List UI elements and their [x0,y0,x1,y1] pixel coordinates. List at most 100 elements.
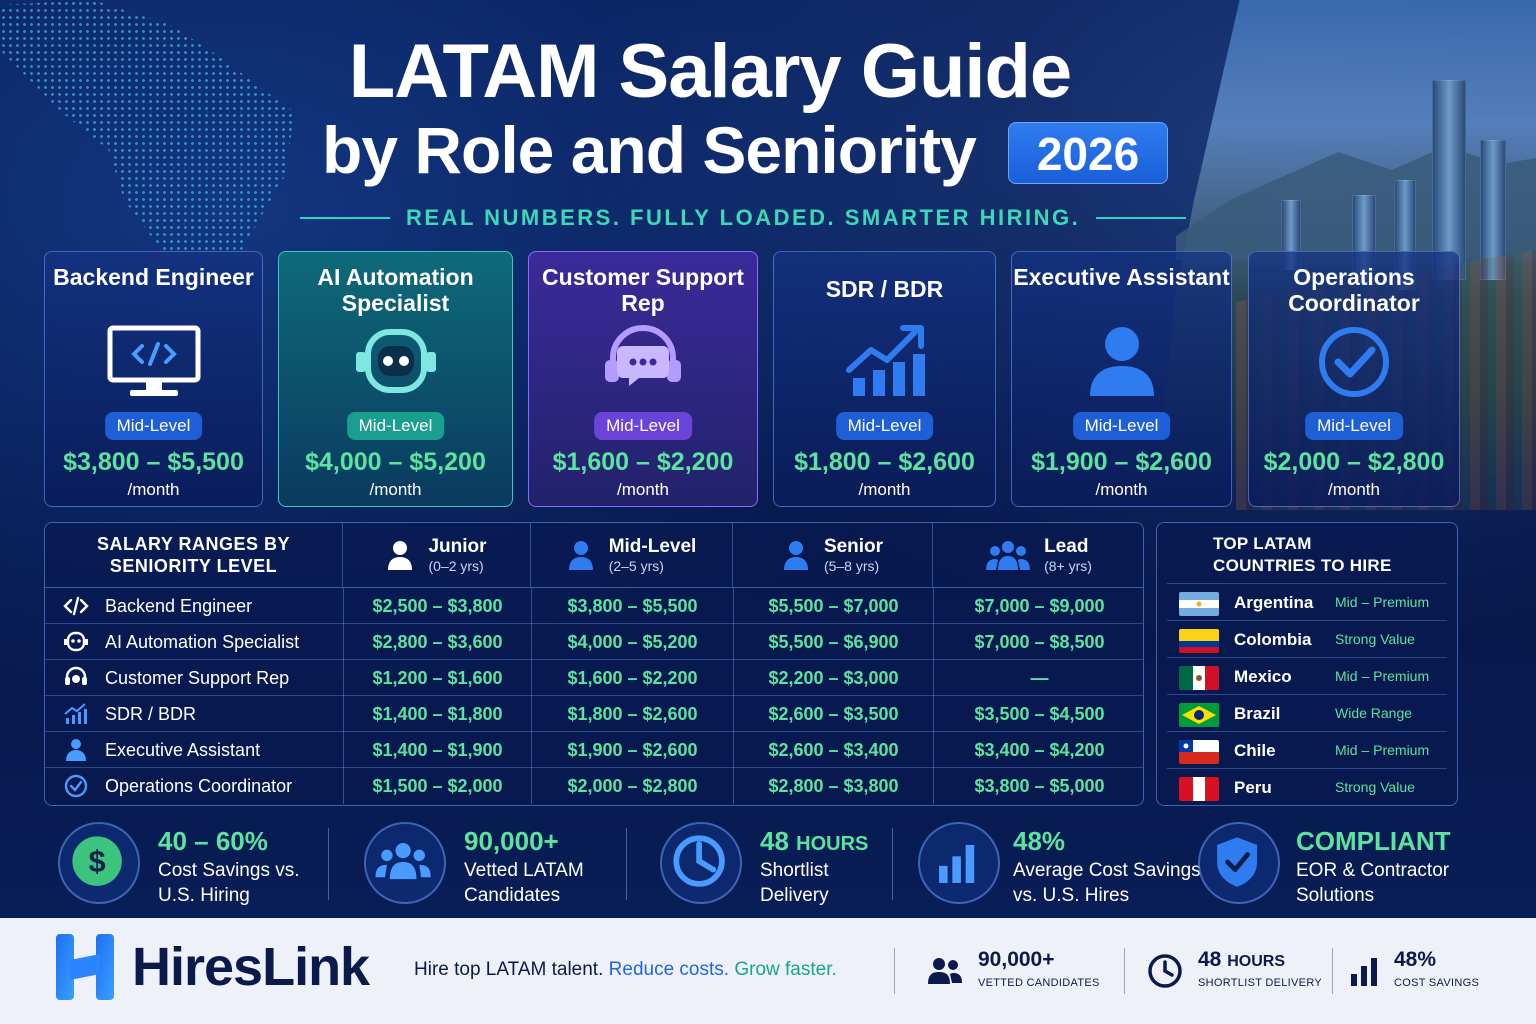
table-row: Executive Assistant $1,400 – $1,900 $1,9… [45,732,1143,768]
salary-cell: — [933,660,1143,696]
salary-cell: $1,600 – $2,200 [531,660,733,696]
level-pill: Mid-Level [1305,412,1403,440]
growth-chart-icon [845,325,925,396]
stat-icon-circle [918,822,1000,904]
row-role: Operations Coordinator [105,776,293,796]
salary-cell: $4,000 – $5,200 [531,624,733,660]
salary-table: SALARY RANGES BY SENIORITY LEVEL Junior(… [44,522,1144,806]
footer-stat-label: SHORTLIST DELIVERY [1198,977,1322,989]
salary-cell: $2,000 – $2,800 [531,768,733,804]
code-icon [63,596,89,616]
footer-stat-value: 48% [1394,948,1437,971]
column-header-mid-level: Mid-Level (2–5 yrs) [531,523,733,587]
colombia-flag-icon [1179,629,1219,653]
salary-cell: $3,500 – $4,500 [933,696,1143,732]
salary-cell: $1,500 – $2,000 [343,768,531,804]
divider [300,217,390,219]
mexico-flag-icon [1179,666,1219,690]
person-icon [388,541,413,570]
stat-value: 90,000+ [464,826,559,856]
table-row: Customer Support Rep $1,200 – $1,600 $1,… [45,660,1143,696]
people-icon [375,843,431,880]
page-title: LATAM Salary Guide [348,29,1072,114]
stat-candidates: 90,000+ Vetted LATAM Candidates [364,820,614,916]
people-icon [928,958,962,984]
salary-cell: $2,600 – $3,500 [733,696,933,732]
level-pill: Mid-Level [1072,412,1171,440]
level-pill: Mid-Level [104,412,203,440]
role-title: Operations Coordinator [1288,264,1420,316]
page-subtitle: by Role and Seniority [322,113,977,187]
robot-icon [355,329,436,393]
table-row: AI Automation Specialist $2,800 – $3,600… [45,624,1143,660]
level-pill: Mid-Level [346,412,445,440]
stat-shortlist: 48 HOURS Shortlist Delivery [660,820,880,916]
salary-cell: $1,400 – $1,900 [343,732,531,768]
stat-icon-circle [660,822,742,904]
divider [1124,948,1125,994]
tagline-row: REAL NUMBERS. FULLY LOADED. SMARTER HIRI… [300,204,1187,232]
role-card-ai-automation-specialist[interactable]: AI Automation Specialist Mid-Level $4,00… [278,251,513,507]
country-row-colombia: Colombia Strong Value [1167,620,1447,657]
country-row-mexico: Mexico Mid – Premium [1167,657,1447,694]
team-icon [986,541,1031,570]
column-header-junior: Junior (0–2 yrs) [343,523,531,587]
check-circle-icon [64,774,88,798]
role-card-backend-engineer[interactable]: Backend Engineer Mid-Level $3,800 – $5,5… [44,251,263,507]
peru-flag-icon [1179,777,1219,801]
stat-label: Vetted LATAM Candidates [464,860,584,906]
headset-icon [65,666,87,685]
row-role: Executive Assistant [105,740,261,760]
salary-cell: $3,800 – $5,000 [933,768,1143,804]
salary-range: $1,900 – $2,600 [1031,448,1212,476]
person-icon [568,541,593,570]
argentina-flag-icon [1179,592,1219,616]
footer-stat-label: VETTED CANDIDATES [978,977,1100,989]
robot-icon [64,631,88,652]
per-month-label: /month [1095,480,1148,499]
stat-value: 40 – 60% [158,826,268,856]
table-row: Operations Coordinator $1,500 – $2,000 $… [45,768,1143,804]
slogan: Hire top LATAM talent. Reduce costs. Gro… [414,959,837,980]
row-role: AI Automation Specialist [105,632,300,652]
country-name: Brazil [1234,704,1281,723]
clock-icon [673,835,725,887]
shield-check-icon [1217,837,1258,887]
divider [626,828,627,900]
headset-icon [605,325,681,386]
country-name: Argentina [1234,593,1314,612]
role-card-executive-assistant[interactable]: Executive Assistant Mid-Level $1,900 – $… [1011,251,1232,507]
stat-label: Average Cost Savings vs. U.S. Hires [1013,860,1201,906]
salary-cell: $1,200 – $1,600 [343,660,531,696]
country-name: Peru [1234,778,1272,797]
per-month-label: /month [617,480,669,499]
divider [328,828,329,900]
country-value: Mid – Premium [1335,594,1430,610]
role-card-sdr-bdr[interactable]: SDR / BDR Mid-Level $1,800 – $2,600 /mon… [773,251,996,507]
role-card-operations-coordinator[interactable]: Operations Coordinator Mid-Level $2,000 … [1248,251,1460,507]
row-role: Backend Engineer [105,596,253,616]
country-row-argentina: Argentina Mid – Premium [1167,583,1447,620]
table-row: Backend Engineer $2,500 – $3,800 $3,800 … [45,588,1143,624]
role-card-customer-support-rep[interactable]: Customer Support Rep Mid-Level $1,600 – … [528,251,758,507]
salary-cell: $2,800 – $3,600 [343,624,531,660]
growth-chart-icon [64,703,87,724]
per-month-label: /month [1328,480,1380,499]
skyscraper [1432,80,1466,280]
stat-icon-circle [364,822,446,904]
clock-icon [1148,954,1182,988]
stat-label: EOR & Contractor Solutions [1296,860,1450,906]
row-role: SDR / BDR [105,704,197,724]
salary-cell: $7,000 – $8,500 [933,624,1143,660]
role-title: Backend Engineer [53,264,254,290]
stat-cost-savings: $ 40 – 60% Cost Savings vs. U.S. Hiring [58,820,318,916]
footer-stat-value: 90,000+ [978,948,1055,971]
per-month-label: /month [369,480,422,499]
countries-title: TOP LATAM COUNTRIES TO HIRE [1213,534,1392,575]
divider [1096,217,1187,219]
salary-cell: $5,500 – $7,000 [733,588,933,624]
stat-average-savings: 48% Average Cost Savings vs. U.S. Hires [918,820,1201,916]
country-name: Mexico [1234,667,1292,686]
divider [45,587,1143,588]
role-title: Executive Assistant [1013,264,1230,290]
